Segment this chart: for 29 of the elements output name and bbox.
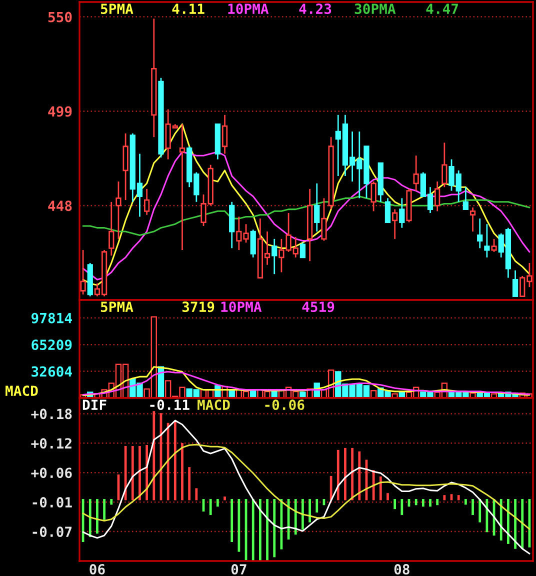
annotation: 4519 [302, 302, 334, 312]
text: 10PMA [221, 302, 262, 312]
y-tick-label: +0.12 [31, 438, 72, 449]
annotation: 4.11 [172, 4, 204, 14]
text: 30PMA [354, 4, 396, 14]
text: 10PMA [228, 4, 269, 14]
y-tick-label: 448 [48, 200, 72, 212]
x-tick-label: 08 [394, 564, 410, 575]
chart-title: MACD [6, 386, 38, 396]
y-tick-label: -0.07 [32, 526, 72, 538]
y-tick-label: 550 [48, 12, 72, 22]
x-tick-label: 06 [90, 564, 105, 575]
annotation: 4.23 [299, 4, 332, 14]
y-tick-label: +0.06 [31, 468, 72, 478]
y-tick-label: 32604 [32, 366, 72, 377]
y-tick-label: 499 [48, 106, 72, 117]
y-tick-label: 65209 [32, 340, 72, 350]
annotation: -0.06 [265, 400, 304, 410]
annotation: 3719 [182, 302, 214, 312]
text: 5PMA [100, 302, 134, 312]
y-tick-label: 97814 [32, 312, 72, 324]
text: 5PMA [100, 4, 134, 14]
annotation: 4.47 [426, 4, 458, 14]
y-tick-label: -0.01 [32, 497, 72, 508]
x-tick-label: 07 [231, 564, 246, 575]
annotation: -0.11 [150, 400, 190, 410]
y-tick-label: +0.18 [31, 408, 72, 420]
text: MACD [198, 400, 230, 410]
text: DIF [82, 400, 106, 410]
